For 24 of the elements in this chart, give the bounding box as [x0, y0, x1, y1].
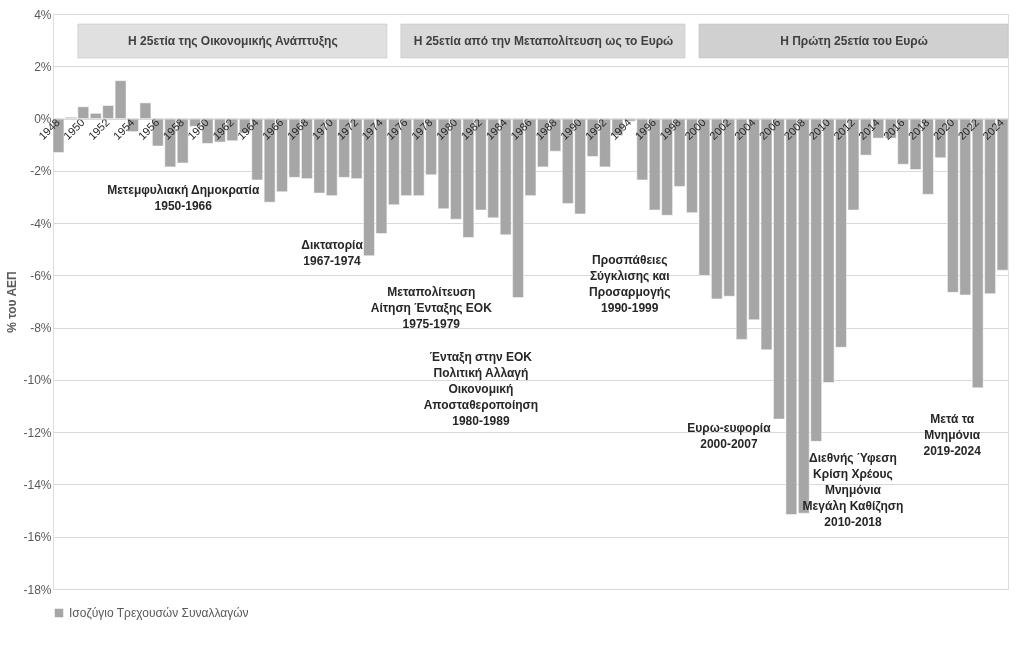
- legend-label: Ισοζύγιο Τρεχουσών Συναλλαγών: [69, 606, 249, 620]
- y-tick-label: -10%: [23, 373, 52, 388]
- annotation: Δικτατορία 1967-1974: [301, 238, 364, 268]
- annotation: Μεταπολίτευση Αίτηση Ένταξης ΕΟΚ 1975-1979: [370, 285, 493, 331]
- annotation: Μετεμφυλιακή Δημοκρατία 1950-1966: [107, 183, 260, 213]
- y-tick-label: -4%: [30, 216, 52, 231]
- annotation: Προσπάθειες Σύγκλισης και Προσαρμογής 1990-1999: [589, 253, 671, 315]
- y-tick-label: 4%: [34, 7, 52, 22]
- y-tick-label: -12%: [23, 425, 52, 440]
- y-tick-label: -6%: [30, 268, 52, 283]
- y-tick-label: 2%: [34, 59, 52, 74]
- annotation: Ευρω-ευφορία 2000-2007: [687, 421, 772, 451]
- band-label: Η 25ετία της Οικονομικής Ανάπτυξης: [128, 34, 338, 48]
- annotation: Μετά τα Μνημόνια 2019-2024: [923, 412, 982, 458]
- y-tick-label: -14%: [23, 477, 52, 492]
- y-tick-label: -2%: [30, 164, 52, 179]
- y-tick-label: -18%: [23, 582, 52, 597]
- y-tick-label: -8%: [30, 321, 52, 336]
- annotation: Διεθνής Ύφεση Κρίση Χρέους Μνημόνια Μεγάλη Καθίζηση 2010-2018: [802, 451, 904, 529]
- annotation: Ένταξη στην ΕΟΚ Πολιτική Αλλαγή Οικονομική Αποσταθεροποίηση 1980-1989: [423, 350, 539, 428]
- band-label: Η Πρώτη 25ετία του Ευρώ: [780, 34, 928, 48]
- y-tick-label: -16%: [23, 530, 52, 545]
- y-axis-title: % του ΑΕΠ: [5, 271, 20, 333]
- band-label: Η 25ετία από την Μεταπολίτευση ως το Ευρώ: [413, 34, 674, 48]
